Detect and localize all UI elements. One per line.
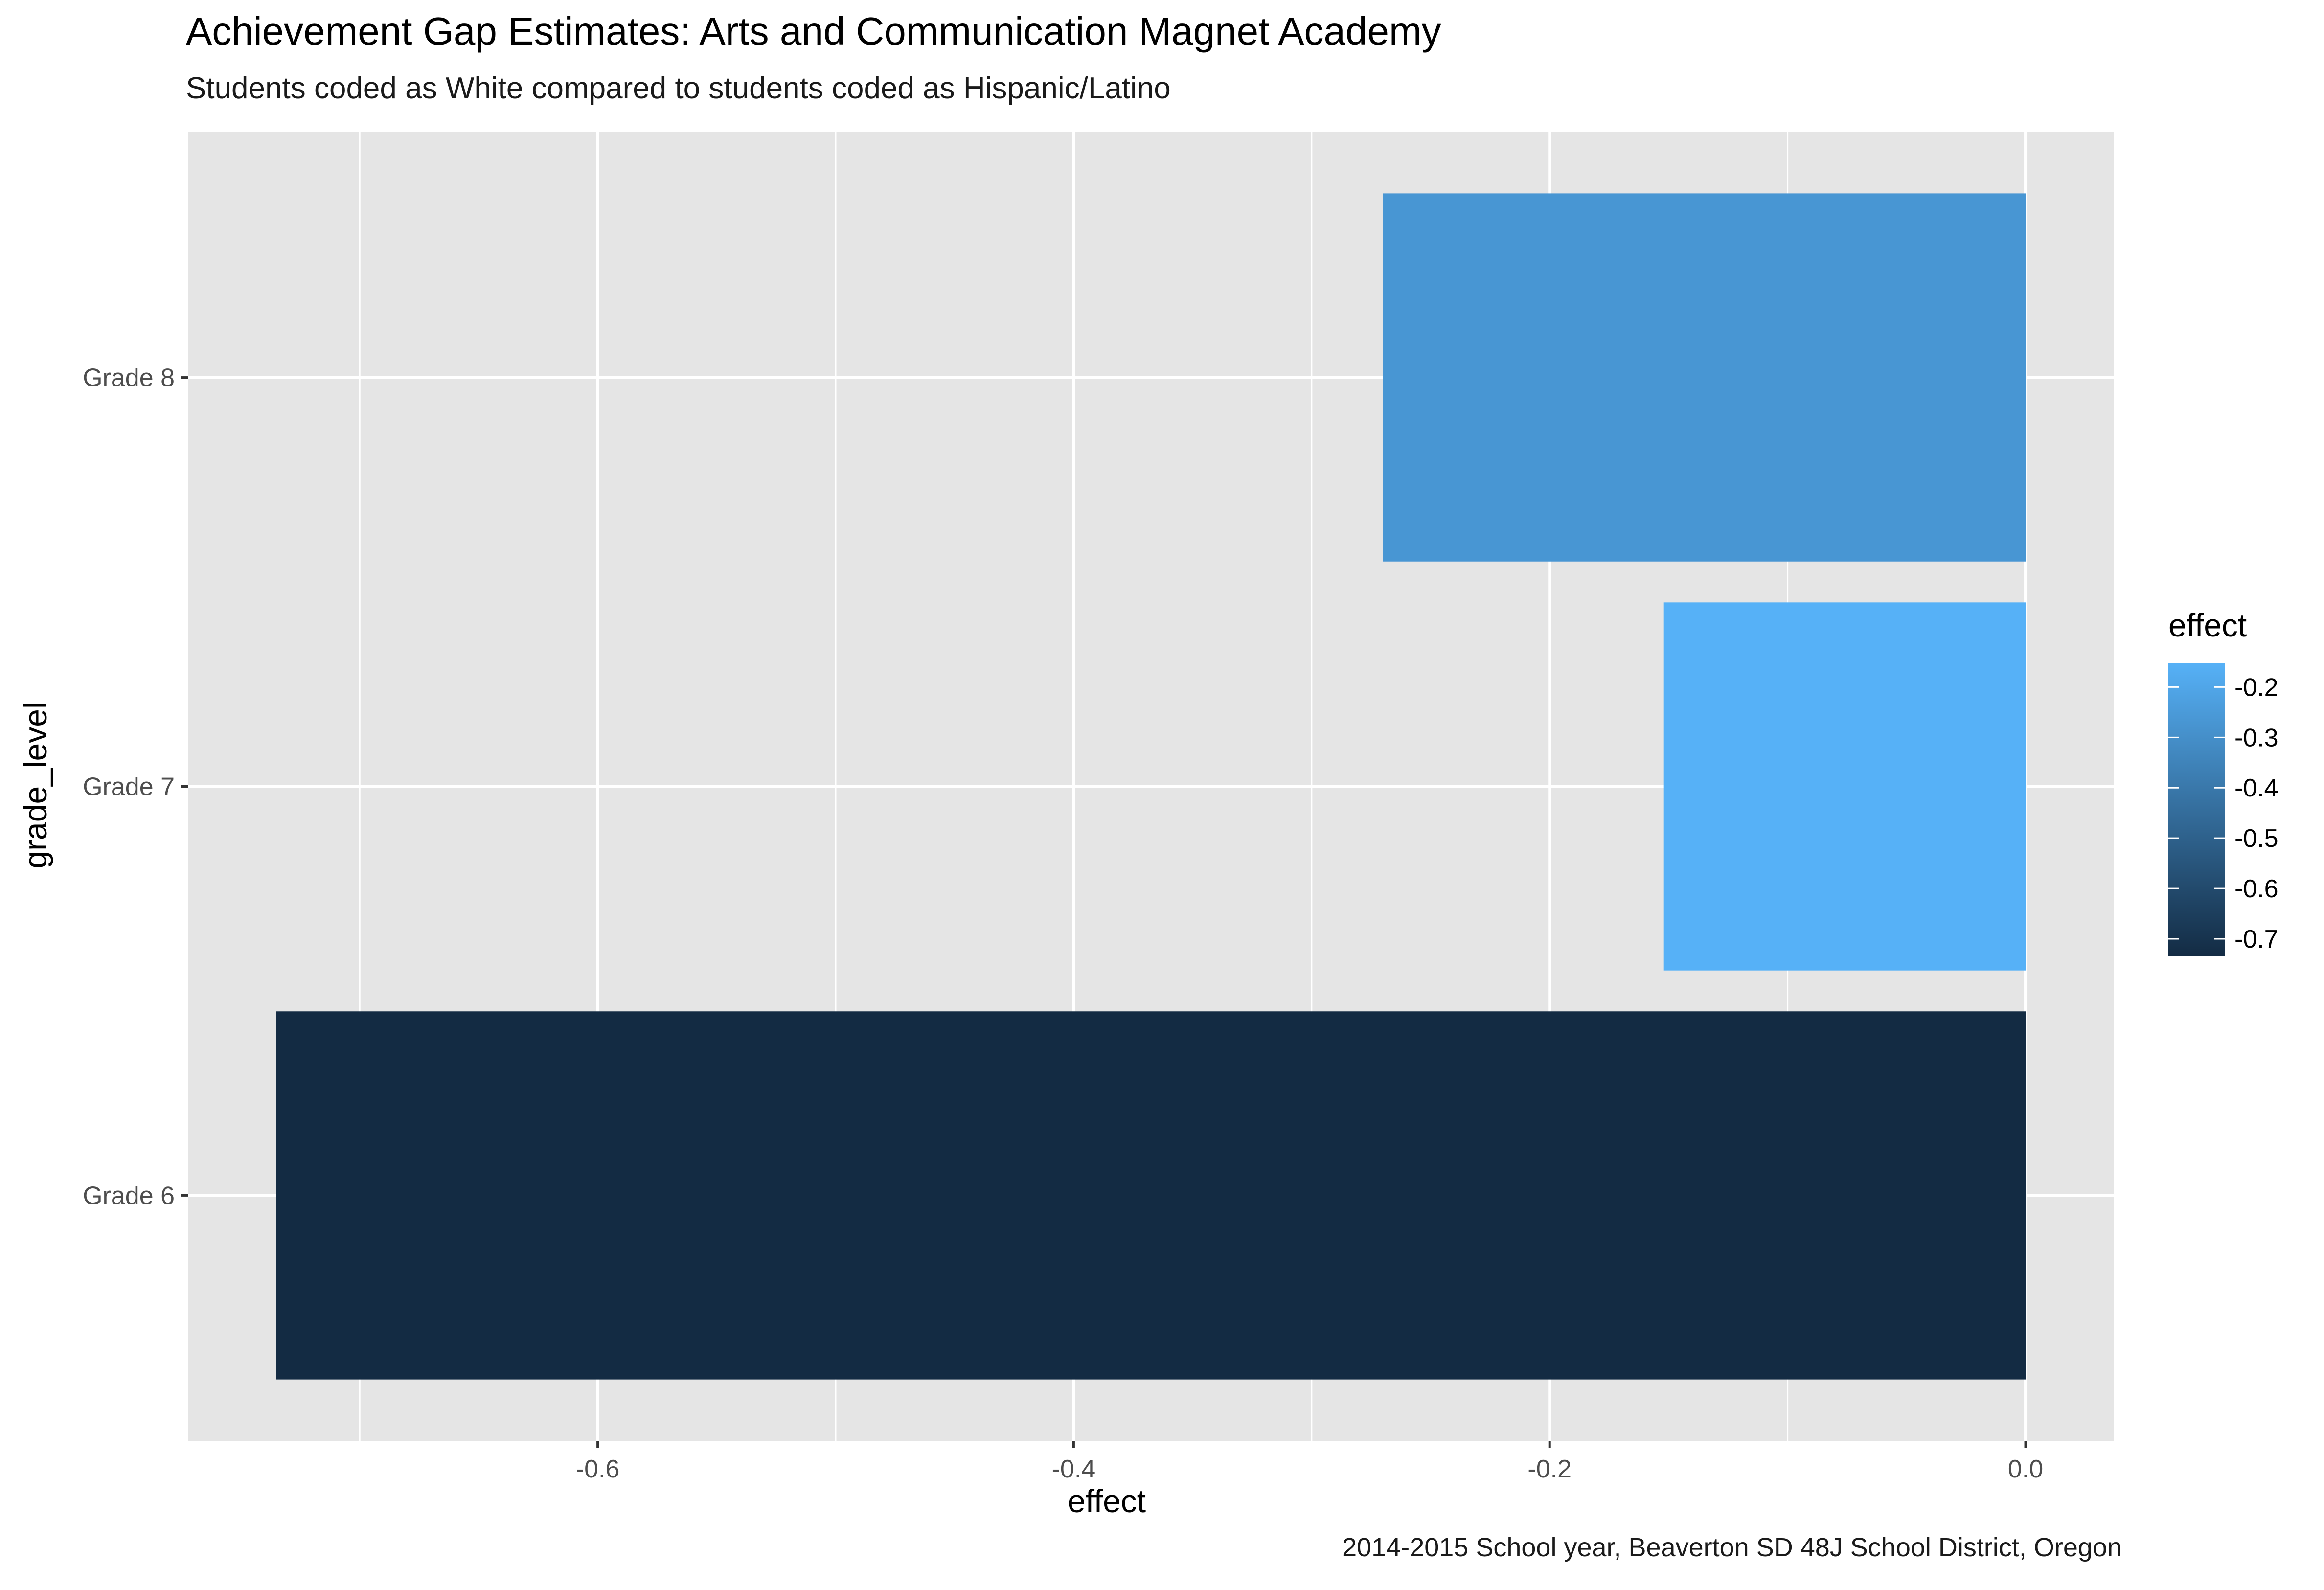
chart-subtitle: Students coded as White compared to stud… [186, 71, 1171, 105]
legend-tick-label: -0.4 [2234, 774, 2278, 802]
legend-tick-label: -0.5 [2234, 824, 2278, 853]
bar [276, 1011, 2026, 1380]
x-tick-label: -0.4 [1052, 1455, 1096, 1483]
y-tick-label: Grade 7 [83, 773, 175, 801]
legend-tick-label: -0.6 [2234, 875, 2278, 903]
legend-colorbar [2168, 663, 2225, 956]
y-tick-label: Grade 6 [83, 1181, 175, 1210]
x-axis-label: effect [1067, 1483, 1146, 1519]
x-tick-label: 0.0 [2008, 1455, 2043, 1483]
y-tick-label: Grade 8 [83, 364, 175, 392]
bar [1663, 602, 2026, 971]
chart-caption: 2014-2015 School year, Beaverton SD 48J … [1342, 1533, 2122, 1562]
legend-title: effect [2168, 607, 2247, 643]
legend-tick-label: -0.7 [2234, 925, 2278, 954]
chart-title: Achievement Gap Estimates: Arts and Comm… [186, 9, 1441, 53]
y-axis-label: grade_level [17, 702, 53, 869]
bar [1383, 193, 2026, 562]
x-tick-label: -0.2 [1527, 1455, 1572, 1483]
x-tick-label: -0.6 [576, 1455, 620, 1483]
legend-tick-label: -0.2 [2234, 673, 2278, 702]
legend-tick-label: -0.3 [2234, 724, 2278, 752]
